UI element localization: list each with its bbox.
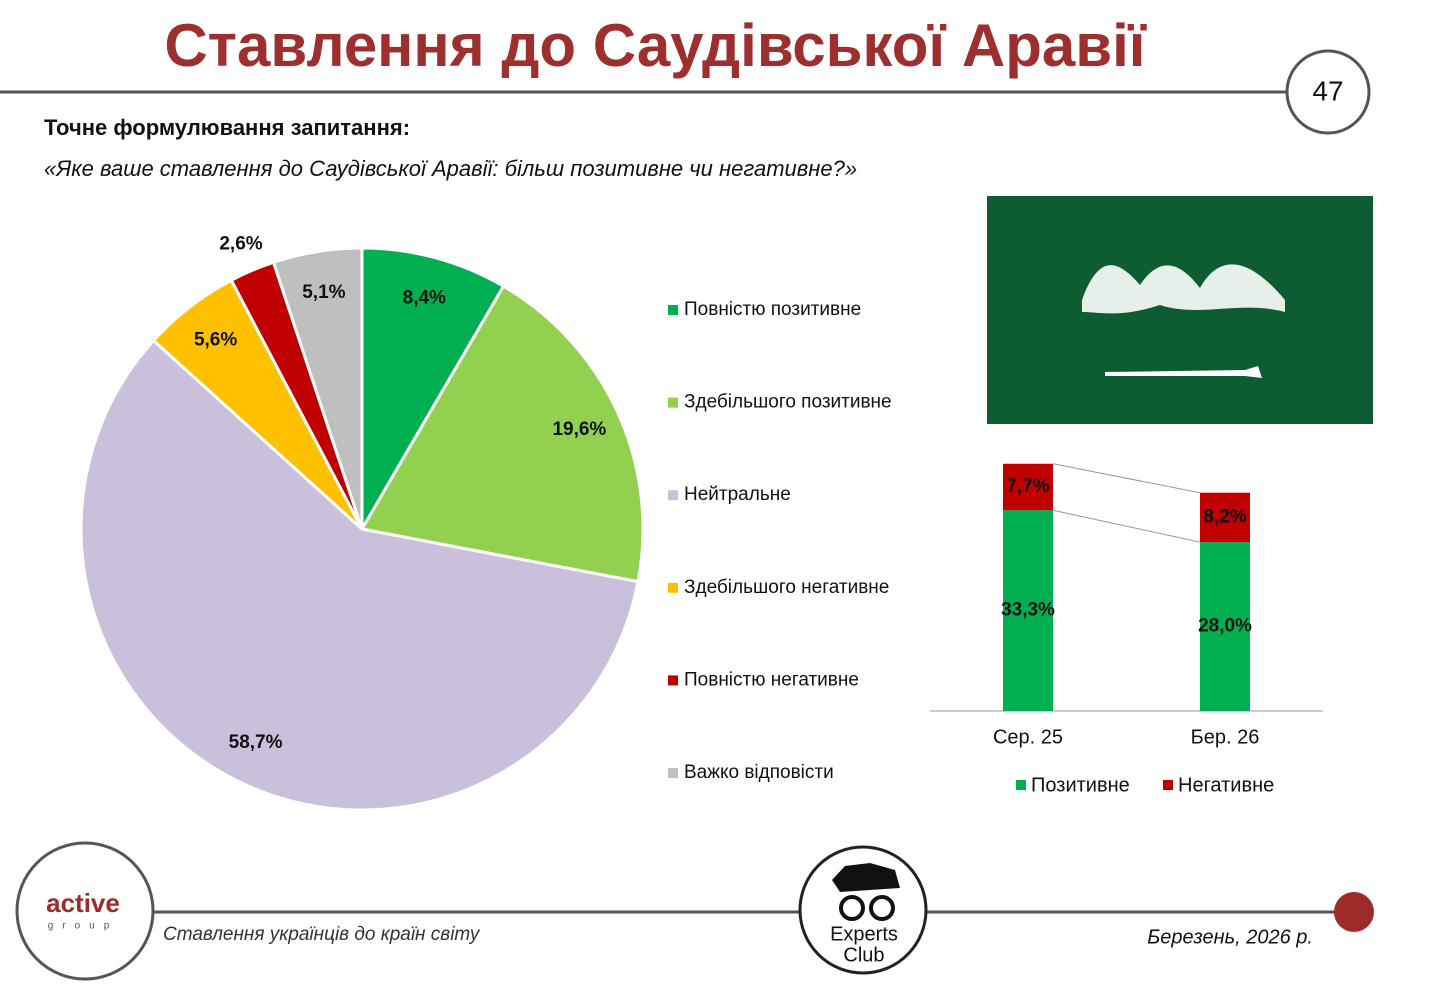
legend-swatch (668, 768, 678, 778)
legend-swatch (668, 490, 678, 501)
experts-logo-text: Experts (830, 923, 898, 945)
pie-data-label: 58,7% (229, 732, 283, 753)
legend-swatch (1163, 780, 1173, 790)
legend-label: Здебільшого позитивне (684, 392, 892, 413)
legend-label: Негативне (1178, 774, 1274, 796)
bar-data-label: 8,2% (1203, 506, 1246, 527)
experts-logo-glasses (839, 895, 865, 921)
legend-label: Повністю негативне (684, 669, 859, 690)
legend-label: Повністю позитивне (684, 299, 861, 320)
slide-title: Ставлення до Саудівської Аравії (164, 12, 1146, 79)
pie-data-label: 8,4% (403, 287, 446, 308)
pie-slice (79, 338, 640, 812)
series-connector (1052, 463, 1201, 494)
legend-swatch (1016, 780, 1026, 790)
active-logo-sub: group (48, 921, 119, 932)
active-logo-text: active (46, 888, 120, 918)
pie-data-label: 5,6% (194, 329, 237, 350)
legend-swatch (668, 397, 678, 408)
experts-logo-text: Club (843, 944, 884, 966)
flag-field (987, 196, 1373, 424)
pie-data-label: 5,1% (302, 282, 345, 303)
pie-slice (360, 246, 506, 535)
page-number: 47 (1312, 75, 1343, 106)
bar-data-label: 28,0% (1198, 616, 1252, 637)
x-tick-label: Сер. 25 (993, 726, 1063, 748)
legend-swatch (668, 582, 678, 593)
experts-logo-hair (832, 863, 900, 892)
series-connector (1052, 509, 1201, 543)
legend-swatch (668, 675, 678, 686)
bar-segment (1200, 542, 1250, 711)
x-tick-label: Бер. 26 (1191, 726, 1260, 748)
footer-date: Березень, 2026 р. (1147, 926, 1313, 948)
flag-sword (1105, 366, 1262, 378)
footer-caption: Ставлення українців до країн світу (163, 924, 481, 945)
question-text: «Яке ваше ставлення до Саудівської Араві… (44, 156, 857, 181)
legend-label: Важко відповісти (684, 762, 834, 783)
legend-label: Здебільшого негативне (684, 577, 889, 598)
pie-slice (359, 284, 645, 584)
page-badge (1285, 49, 1371, 135)
pie-data-label: 19,6% (552, 419, 606, 440)
bar-segment (1003, 463, 1053, 511)
legend-label: Позитивне (1031, 774, 1130, 796)
bar-data-label: 33,3% (1001, 600, 1055, 621)
question-label: Точне формулювання запитання: (44, 115, 410, 140)
legend-swatch (668, 305, 678, 315)
bar-segment (1003, 510, 1053, 711)
legend-label: Нейтральне (684, 484, 791, 505)
experts-logo-glasses (869, 895, 895, 921)
footer-dot (1334, 892, 1374, 932)
pie-slice (271, 246, 364, 530)
bar-segment (1200, 492, 1250, 543)
flag (987, 196, 1373, 424)
bar-data-label: 7,7% (1006, 476, 1049, 497)
flag-script (1082, 264, 1285, 314)
active-logo (15, 841, 155, 981)
pie-data-label: 2,6% (219, 234, 262, 255)
